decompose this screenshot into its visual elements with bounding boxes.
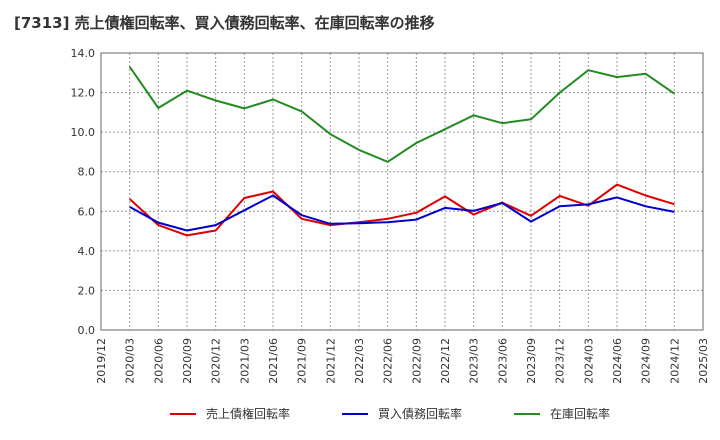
legend-label-3: 在庫回転率 — [550, 406, 610, 421]
chart-title: [7313] 売上債権回転率、買入債務回転率、在庫回転率の推移 — [14, 14, 435, 32]
plot-frame — [100, 52, 704, 331]
x-tick-label: 2022/06 — [382, 338, 395, 384]
x-tick-label: 2022/03 — [353, 338, 366, 384]
x-tick-label: 2022/09 — [410, 338, 423, 384]
x-tick-label: 2022/12 — [439, 338, 452, 384]
x-tick-label: 2020/12 — [210, 338, 223, 384]
x-tick-label: 2021/06 — [267, 338, 280, 384]
x-tick-label: 2021/03 — [238, 338, 251, 384]
y-tick-label: 4.0 — [78, 245, 96, 258]
series-line-3 — [128, 66, 675, 163]
x-tick-label: 2023/09 — [525, 338, 538, 384]
x-tick-label: 2024/12 — [668, 338, 681, 384]
x-tick-label: 2021/09 — [296, 338, 309, 384]
y-tick-label: 6.0 — [78, 205, 96, 218]
x-tick-label: 2024/06 — [611, 338, 624, 384]
x-tick-label: 2020/09 — [181, 338, 194, 384]
x-tick-label: 2024/09 — [640, 338, 653, 384]
y-tick-label: 0.0 — [78, 324, 96, 337]
y-tick-label: 2.0 — [78, 284, 96, 297]
x-tick-label: 2019/12 — [95, 338, 108, 384]
legend-label-2: 買入債務回転率 — [378, 406, 462, 421]
series-lines — [128, 66, 675, 237]
x-tick-label: 2021/12 — [324, 338, 337, 384]
x-tick-label: 2020/03 — [124, 338, 137, 384]
y-tick-label: 8.0 — [78, 166, 96, 179]
x-tick-label: 2024/03 — [582, 338, 595, 384]
x-tick-label: 2023/12 — [554, 338, 567, 384]
plot-area — [101, 53, 703, 330]
x-tick-label: 2023/03 — [468, 338, 481, 384]
x-tick-label: 2020/06 — [152, 338, 165, 384]
y-tick-label: 14.0 — [71, 47, 96, 60]
x-tick-label: 2025/03 — [697, 338, 710, 384]
legend-label-1: 売上債権回転率 — [206, 406, 290, 421]
y-tick-label: 12.0 — [71, 87, 96, 100]
y-tick-label: 10.0 — [71, 126, 96, 139]
axes: 0.0 2.0 4.0 6.0 8.0 10.0 12.0 14.0 2019/12 2020/0… — [71, 47, 711, 384]
series-line-2 — [129, 194, 675, 232]
legend: 売上債権回転率 買入債務回転率 在庫回転率 — [170, 406, 610, 421]
x-tick-label: 2023/06 — [496, 338, 509, 384]
